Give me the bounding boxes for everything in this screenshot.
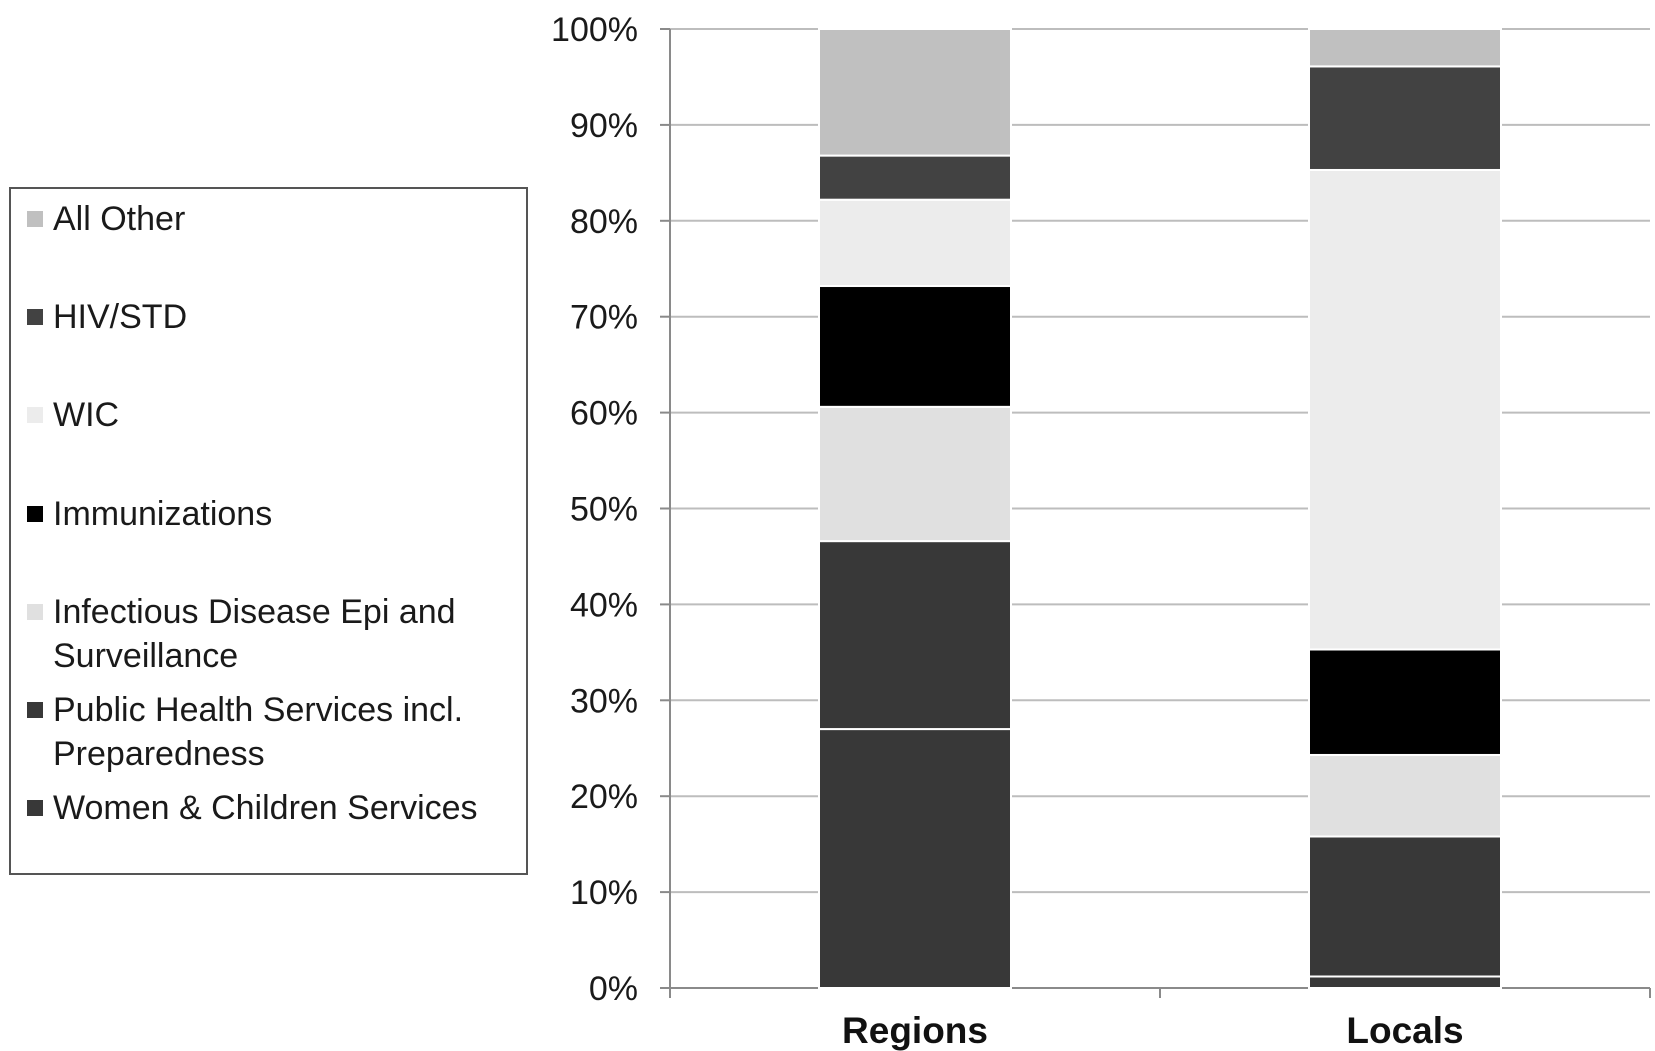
legend: All Other HIV/STD WIC Immunizations Infe… <box>9 187 528 875</box>
y-tick-label: 90% <box>570 107 638 145</box>
legend-item-public-health-services: Public Health Services incl. Preparednes… <box>27 688 513 776</box>
legend-swatch <box>27 211 43 227</box>
bar-segment-women-children-services <box>1308 975 1502 990</box>
x-axis-category-labels: Regions Locals <box>842 1010 1464 1051</box>
y-tick-label: 100% <box>551 11 638 49</box>
y-tick-label: 60% <box>570 395 638 433</box>
bar-segment-wic <box>818 198 1012 288</box>
legend-item-immunizations: Immunizations <box>27 492 513 536</box>
bar-segment-hiv-std <box>1308 65 1502 171</box>
y-tick-label: 10% <box>570 874 638 912</box>
bar-segment-immunizations <box>818 285 1012 408</box>
x-category-label: Locals <box>1346 1010 1463 1051</box>
y-tick-label: 80% <box>570 203 638 241</box>
legend-label: WIC <box>53 396 120 434</box>
legend-label: Women & Children Services <box>53 789 478 827</box>
legend-label: Immunizations <box>53 495 273 533</box>
bar-segment-public-health-services-incl-preparedness <box>818 540 1012 731</box>
bar-segment-hiv-std <box>818 154 1012 201</box>
y-tick-label: 70% <box>570 299 638 337</box>
legend-item-infectious-disease: Infectious Disease Epi and Surveillance <box>27 590 513 678</box>
bar-segment-wic <box>1308 168 1502 651</box>
legend-item-all-other: All Other <box>27 197 513 241</box>
bar-segment-immunizations <box>1308 648 1502 756</box>
legend-label: Public Health Services incl. Preparednes… <box>53 691 464 773</box>
bars <box>818 28 1502 990</box>
bar-segment-public-health-services-incl-preparedness <box>1308 835 1502 978</box>
legend-item-wic: WIC <box>27 393 513 437</box>
legend-swatch <box>27 506 43 522</box>
y-tick-label: 40% <box>570 586 638 624</box>
bar-segment-infectious-disease-epi-and-surveillance <box>818 405 1012 543</box>
legend-label: Infectious Disease Epi and Surveillance <box>53 593 456 675</box>
legend-swatch <box>27 604 43 620</box>
gridlines <box>670 28 1650 894</box>
bar-segment-women-children-services <box>818 728 1012 989</box>
y-axis-tick-labels: 0% 10% 20% 30% 40% 50% 60% 70% 80% 90% 100% <box>551 11 638 1008</box>
y-tick-label: 0% <box>589 970 638 1008</box>
legend-label: All Other <box>53 200 186 238</box>
bar-segment-all-other <box>818 28 1012 157</box>
bar-segment-infectious-disease-epi-and-surveillance <box>1308 753 1502 838</box>
legend-swatch <box>27 702 43 718</box>
y-tick-label: 20% <box>570 778 638 816</box>
legend-swatch <box>27 309 43 325</box>
legend-label: HIV/STD <box>53 298 188 336</box>
legend-item-hiv-std: HIV/STD <box>27 295 513 339</box>
x-category-label: Regions <box>842 1010 988 1051</box>
y-tick-label: 50% <box>570 491 638 529</box>
legend-item-women-children: Women & Children Services <box>27 786 513 830</box>
bar-segment-all-other <box>1308 28 1502 68</box>
y-tick-label: 30% <box>570 682 638 720</box>
legend-swatch <box>27 407 43 423</box>
legend-swatch <box>27 800 43 816</box>
